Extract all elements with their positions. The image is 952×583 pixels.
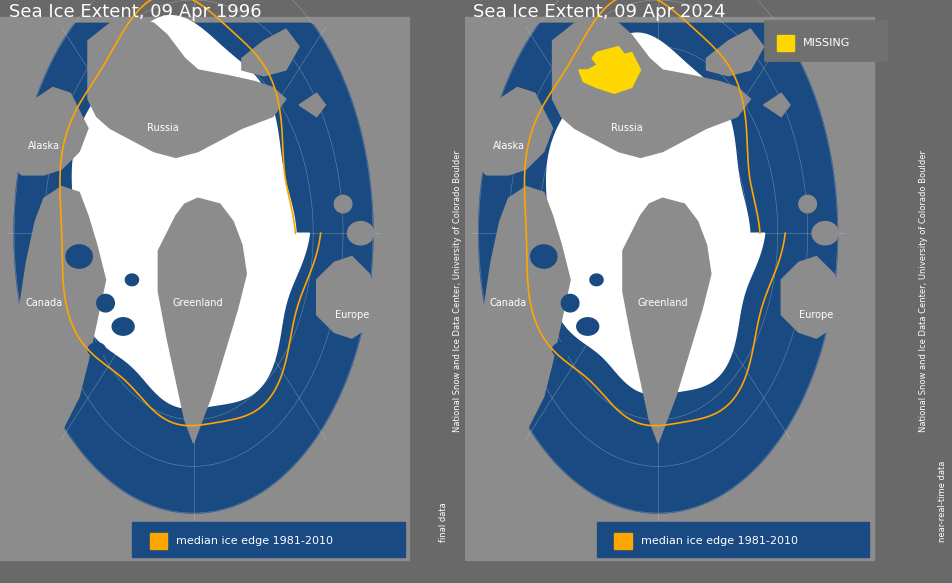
Bar	[777, 35, 794, 51]
Polygon shape	[706, 29, 764, 76]
Polygon shape	[764, 93, 790, 117]
Polygon shape	[552, 17, 750, 157]
Polygon shape	[530, 245, 557, 268]
Polygon shape	[473, 87, 552, 175]
Polygon shape	[22, 496, 66, 531]
Bar	[614, 533, 632, 549]
Polygon shape	[14, 23, 373, 513]
Polygon shape	[9, 187, 106, 466]
Polygon shape	[473, 187, 570, 466]
Polygon shape	[88, 17, 286, 157]
Text: Sea Ice Extent, 09 Apr 2024: Sea Ice Extent, 09 Apr 2024	[473, 3, 726, 21]
Polygon shape	[812, 222, 839, 245]
Polygon shape	[242, 29, 299, 76]
Polygon shape	[590, 274, 604, 286]
Bar	[597, 522, 869, 557]
Polygon shape	[334, 195, 352, 213]
Polygon shape	[66, 245, 92, 268]
Polygon shape	[366, 350, 391, 373]
Polygon shape	[9, 87, 88, 175]
Text: Europe: Europe	[800, 310, 834, 320]
Bar	[764, 20, 887, 61]
Text: Alaska: Alaska	[492, 141, 525, 151]
Polygon shape	[479, 23, 838, 513]
Polygon shape	[88, 343, 106, 357]
Text: Russia: Russia	[147, 123, 179, 134]
Text: Sea Ice Extent, 09 Apr 1996: Sea Ice Extent, 09 Apr 1996	[9, 3, 262, 21]
Text: Canada: Canada	[26, 298, 63, 308]
Polygon shape	[577, 318, 599, 335]
Text: median ice edge 1981-2010: median ice edge 1981-2010	[176, 536, 333, 546]
Text: National Snow and Ice Data Center, University of Colorado Boulder: National Snow and Ice Data Center, Unive…	[452, 150, 462, 433]
Text: Canada: Canada	[490, 298, 527, 308]
Text: near-real-time data: near-real-time data	[938, 461, 947, 542]
Polygon shape	[799, 195, 817, 213]
Polygon shape	[552, 343, 570, 357]
Polygon shape	[299, 93, 326, 117]
Text: Alaska: Alaska	[28, 141, 60, 151]
Polygon shape	[347, 222, 374, 245]
Polygon shape	[126, 274, 139, 286]
Polygon shape	[317, 257, 378, 338]
Bar	[149, 533, 168, 549]
Text: final data: final data	[439, 503, 448, 542]
Polygon shape	[579, 52, 641, 93]
Polygon shape	[473, 478, 508, 513]
Polygon shape	[782, 257, 843, 338]
Polygon shape	[72, 16, 309, 408]
Polygon shape	[469, 513, 495, 536]
Polygon shape	[112, 318, 134, 335]
Text: Greenland: Greenland	[172, 298, 223, 308]
Polygon shape	[562, 294, 579, 312]
Text: Greenland: Greenland	[637, 298, 687, 308]
Polygon shape	[97, 294, 114, 312]
Bar	[132, 522, 405, 557]
Polygon shape	[546, 33, 764, 394]
Text: National Snow and Ice Data Center, University of Colorado Boulder: National Snow and Ice Data Center, Unive…	[919, 150, 928, 433]
Polygon shape	[623, 198, 711, 443]
Polygon shape	[158, 198, 247, 443]
Polygon shape	[486, 496, 530, 531]
Polygon shape	[592, 47, 627, 70]
Polygon shape	[5, 513, 30, 536]
Polygon shape	[830, 350, 856, 373]
Text: MISSING: MISSING	[803, 38, 851, 48]
Polygon shape	[9, 478, 44, 513]
Text: Europe: Europe	[335, 310, 369, 320]
Text: Russia: Russia	[611, 123, 644, 134]
Text: median ice edge 1981-2010: median ice edge 1981-2010	[641, 536, 798, 546]
